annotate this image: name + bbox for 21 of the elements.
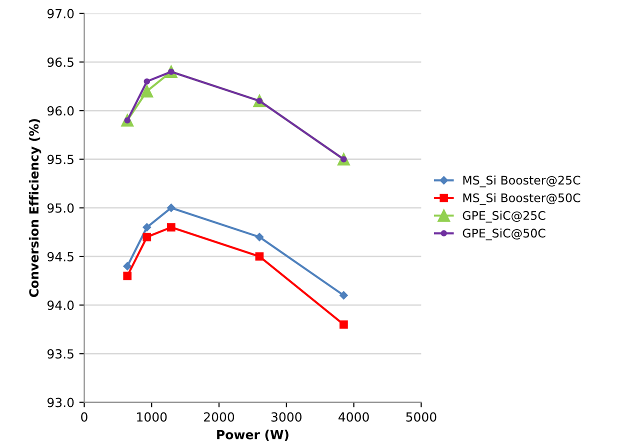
y-tick-label: 96.5 <box>47 57 74 67</box>
y-tick-label: 95.5 <box>47 154 74 164</box>
x-tick-label: 2000 <box>204 412 234 422</box>
y-axis-title: Conversion Efficiency (%) <box>28 119 42 298</box>
x-axis-title: Power (W) <box>217 430 288 441</box>
legend-label: MS_Si Booster@50C <box>463 193 580 205</box>
y-tick-label: 93.0 <box>47 398 74 408</box>
x-tick-label: 1000 <box>137 412 167 422</box>
y-tick-label: 97.0 <box>47 8 74 18</box>
x-tick-label: 4000 <box>338 412 369 422</box>
x-tick-label: 0 <box>81 412 88 422</box>
x-tick-label: 3000 <box>271 412 302 422</box>
legend-label: GPE_SiC@50C <box>462 228 546 240</box>
legend-label: GPE_SiC@25C <box>462 210 546 223</box>
legend-label: MS_Si Booster@25C <box>463 175 580 188</box>
y-tick-label: 93.5 <box>47 349 74 359</box>
y-tick-label: 94.0 <box>47 300 74 310</box>
x-tick-label: 5000 <box>406 412 436 422</box>
y-tick-label: 94.5 <box>47 252 74 262</box>
y-tick-label: 95.0 <box>47 203 74 213</box>
y-tick-label: 96.0 <box>47 106 74 116</box>
